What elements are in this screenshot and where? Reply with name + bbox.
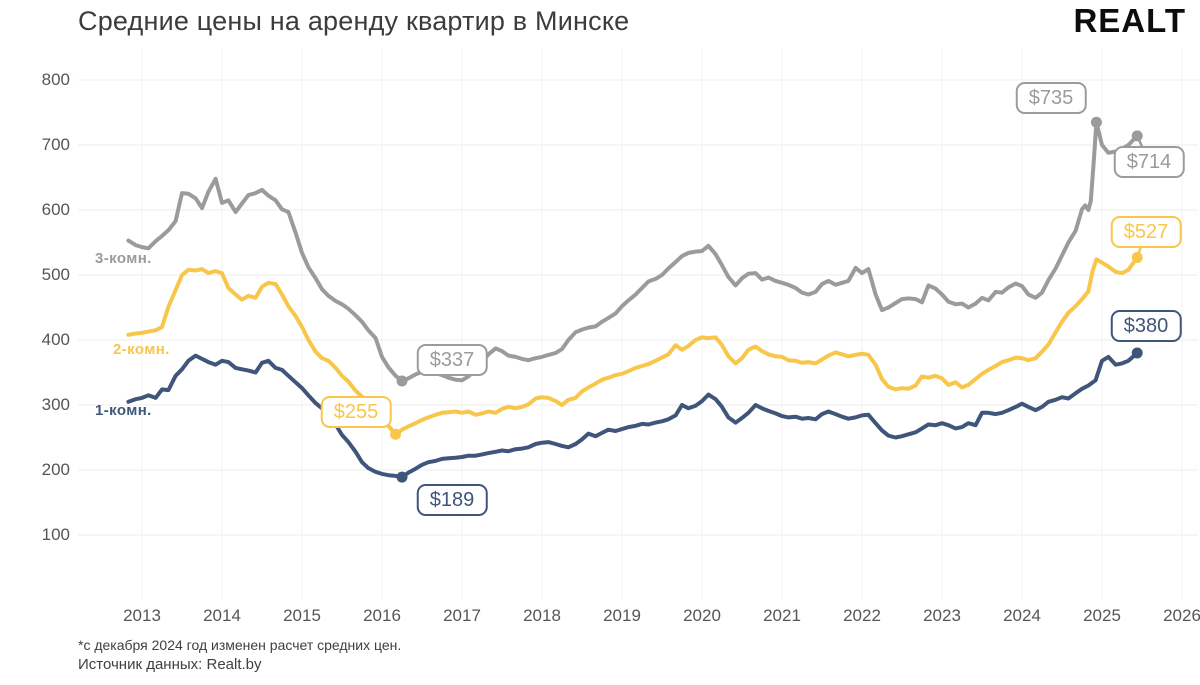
footnote: *с декабря 2024 год изменен расчет средн… <box>78 637 402 653</box>
x-tick-label-2023: 2023 <box>923 606 961 625</box>
data-point-dot-$337 <box>396 375 408 387</box>
y-tick-label-700: 700 <box>41 135 70 154</box>
page-title: Средние цены на аренду квартир в Минске <box>78 6 630 36</box>
x-tick-label-2025: 2025 <box>1083 606 1121 625</box>
annotation-$527: $527 <box>1110 216 1182 248</box>
y-tick-label-500: 500 <box>41 265 70 284</box>
series-line-2-комн. <box>126 255 1140 437</box>
legend-label-1-комн.: 1-комн. <box>95 402 152 419</box>
x-tick-label-2020: 2020 <box>683 606 721 625</box>
annotation-$735: $735 <box>1015 82 1087 114</box>
x-tick-label-2014: 2014 <box>203 606 241 625</box>
data-point-dot-$380 <box>1131 347 1143 359</box>
x-tick-label-2016: 2016 <box>363 606 401 625</box>
series-line-3-комн. <box>126 120 1140 383</box>
x-tick-label-2024: 2024 <box>1003 606 1041 625</box>
y-tick-label-200: 200 <box>41 460 70 479</box>
y-tick-label-300: 300 <box>41 395 70 414</box>
legend-label-2-комн.: 2-комн. <box>113 341 170 358</box>
annotation-$380: $380 <box>1110 310 1182 342</box>
data-point-dot-$189 <box>396 471 408 483</box>
data-point-dot-$255 <box>390 428 402 440</box>
annotation-$189: $189 <box>416 484 488 516</box>
x-tick-label-2015: 2015 <box>283 606 321 625</box>
y-tick-label-600: 600 <box>41 200 70 219</box>
x-tick-label-2019: 2019 <box>603 606 641 625</box>
x-tick-label-2022: 2022 <box>843 606 881 625</box>
annotation-$255: $255 <box>320 396 392 428</box>
legend-label-3-комн.: 3-комн. <box>95 250 152 267</box>
data-point-dot-$714 <box>1131 130 1143 142</box>
y-tick-label-800: 800 <box>41 70 70 89</box>
x-tick-label-2017: 2017 <box>443 606 481 625</box>
x-tick-label-2021: 2021 <box>763 606 801 625</box>
y-tick-label-400: 400 <box>41 330 70 349</box>
data-point-dot-$735 <box>1090 116 1102 128</box>
x-tick-label-2018: 2018 <box>523 606 561 625</box>
realt-logo: Realt <box>1073 2 1186 39</box>
data-point-dot-$527 <box>1131 251 1143 263</box>
annotation-$714: $714 <box>1113 146 1185 178</box>
x-tick-label-2013: 2013 <box>123 606 161 625</box>
y-tick-label-100: 100 <box>41 525 70 544</box>
annotation-$337: $337 <box>416 344 488 376</box>
series-line-1-комн. <box>126 351 1140 480</box>
data-source: Источник данных: Realt.by <box>78 656 262 673</box>
x-tick-label-2026: 2026 <box>1163 606 1200 625</box>
